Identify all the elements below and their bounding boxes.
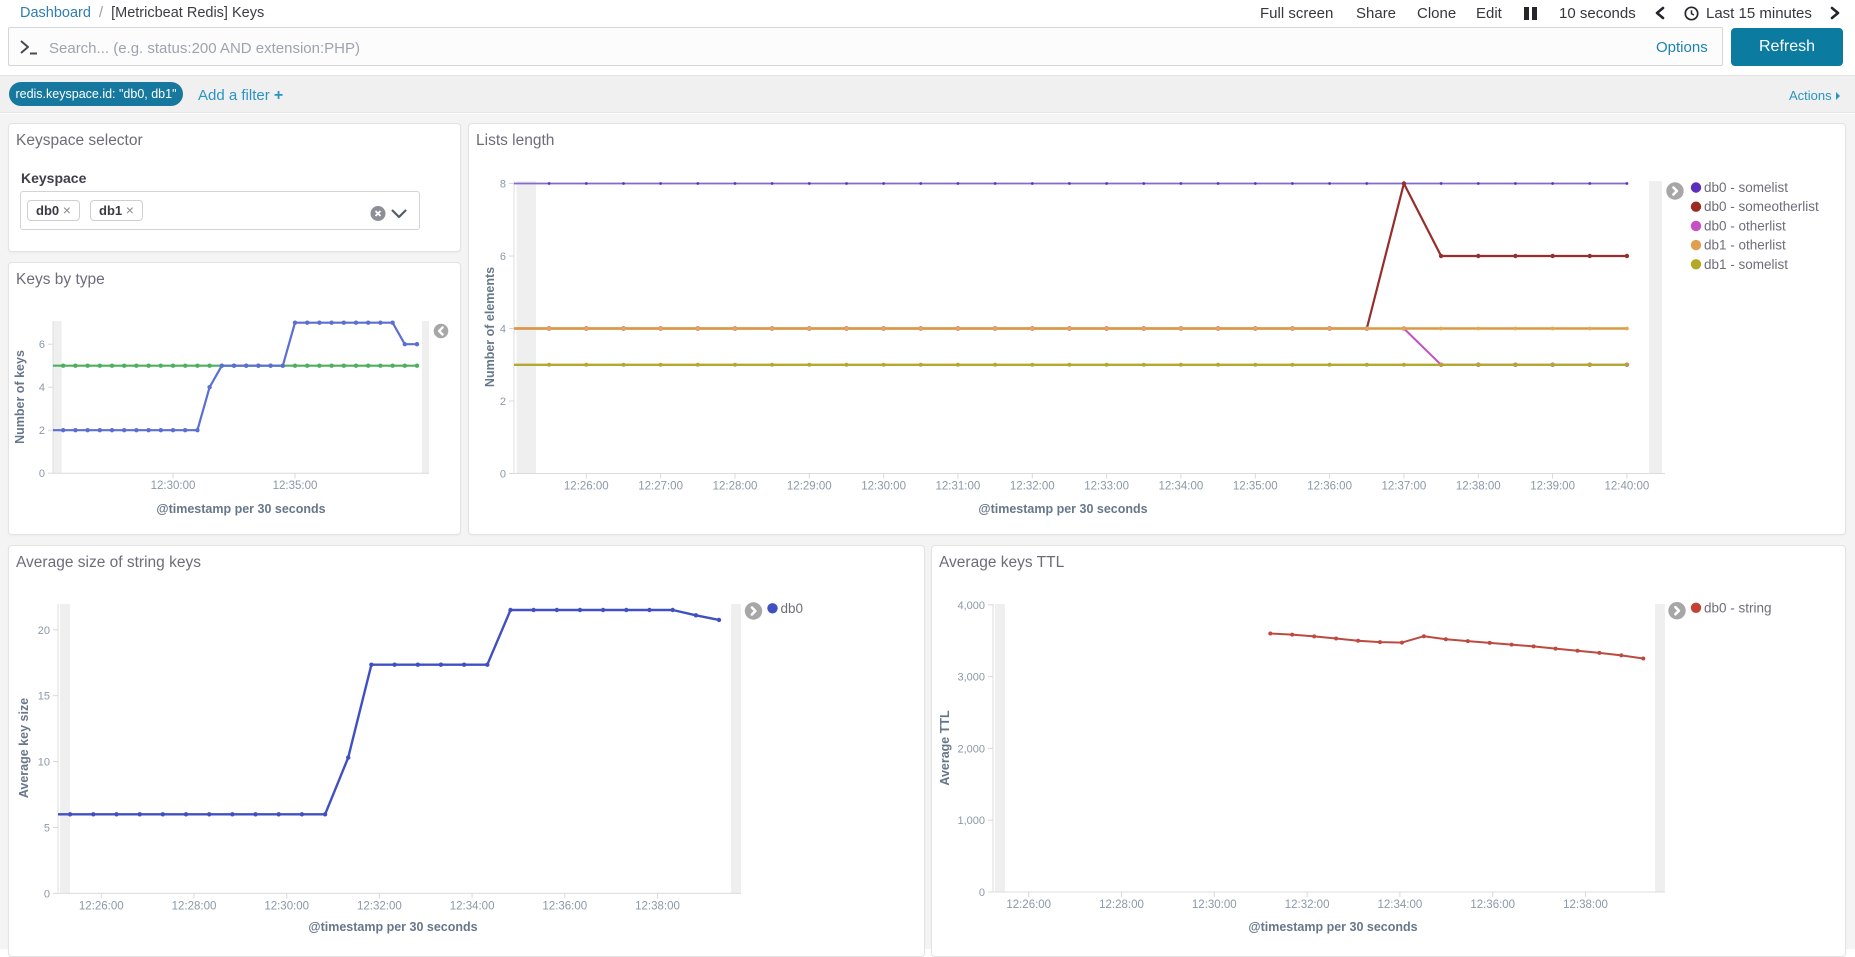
svg-text:1,000: 1,000 bbox=[957, 815, 985, 827]
svg-text:12:26:00: 12:26:00 bbox=[79, 900, 124, 912]
svg-text:12:38:00: 12:38:00 bbox=[1456, 481, 1501, 493]
svg-text:2: 2 bbox=[500, 396, 506, 408]
svg-text:@timestamp per 30 seconds: @timestamp per 30 seconds bbox=[1248, 920, 1417, 934]
svg-text:db0 - otherlist: db0 - otherlist bbox=[1704, 218, 1786, 233]
svg-text:db1 - somelist: db1 - somelist bbox=[1704, 257, 1788, 272]
svg-text:12:36:00: 12:36:00 bbox=[542, 900, 587, 912]
svg-text:@timestamp per 30 seconds: @timestamp per 30 seconds bbox=[308, 920, 477, 934]
svg-text:12:32:00: 12:32:00 bbox=[1285, 899, 1330, 911]
svg-text:12:39:00: 12:39:00 bbox=[1530, 481, 1575, 493]
svg-text:20: 20 bbox=[38, 625, 50, 637]
svg-text:@timestamp per 30 seconds: @timestamp per 30 seconds bbox=[978, 502, 1147, 516]
svg-text:3,000: 3,000 bbox=[957, 672, 985, 684]
svg-text:4,000: 4,000 bbox=[957, 600, 985, 612]
svg-text:Average TTL: Average TTL bbox=[938, 710, 952, 786]
svg-text:db0 - somelist: db0 - somelist bbox=[1704, 180, 1788, 195]
svg-text:12:38:00: 12:38:00 bbox=[1563, 899, 1608, 911]
svg-text:8: 8 bbox=[500, 179, 506, 191]
svg-text:12:34:00: 12:34:00 bbox=[1378, 899, 1423, 911]
svg-text:@timestamp per 30 seconds: @timestamp per 30 seconds bbox=[156, 502, 325, 516]
svg-text:12:36:00: 12:36:00 bbox=[1470, 899, 1515, 911]
svg-text:db0 - string: db0 - string bbox=[1704, 600, 1772, 615]
svg-text:12:30:00: 12:30:00 bbox=[151, 480, 196, 492]
svg-text:12:28:00: 12:28:00 bbox=[172, 900, 217, 912]
svg-text:12:34:00: 12:34:00 bbox=[1159, 481, 1204, 493]
svg-text:0: 0 bbox=[44, 888, 50, 900]
svg-text:2: 2 bbox=[39, 425, 45, 437]
svg-text:12:30:00: 12:30:00 bbox=[861, 481, 906, 493]
svg-text:db1 - otherlist: db1 - otherlist bbox=[1704, 238, 1786, 253]
svg-text:12:30:00: 12:30:00 bbox=[264, 900, 309, 912]
svg-text:12:32:00: 12:32:00 bbox=[1010, 481, 1055, 493]
svg-text:0: 0 bbox=[500, 469, 506, 481]
svg-text:12:28:00: 12:28:00 bbox=[713, 481, 758, 493]
svg-text:12:34:00: 12:34:00 bbox=[450, 900, 495, 912]
svg-text:5: 5 bbox=[44, 823, 50, 835]
svg-text:4: 4 bbox=[39, 382, 45, 394]
svg-text:6: 6 bbox=[500, 251, 506, 263]
svg-text:12:35:00: 12:35:00 bbox=[273, 480, 318, 492]
svg-text:12:31:00: 12:31:00 bbox=[936, 481, 981, 493]
svg-text:12:40:00: 12:40:00 bbox=[1605, 481, 1650, 493]
svg-text:12:28:00: 12:28:00 bbox=[1099, 899, 1144, 911]
svg-text:12:26:00: 12:26:00 bbox=[564, 481, 609, 493]
svg-text:12:29:00: 12:29:00 bbox=[787, 481, 832, 493]
svg-text:Number of elements: Number of elements bbox=[483, 267, 497, 387]
svg-text:12:33:00: 12:33:00 bbox=[1084, 481, 1129, 493]
svg-text:12:27:00: 12:27:00 bbox=[638, 481, 683, 493]
svg-text:12:37:00: 12:37:00 bbox=[1382, 481, 1427, 493]
svg-text:12:30:00: 12:30:00 bbox=[1192, 899, 1237, 911]
svg-text:12:32:00: 12:32:00 bbox=[357, 900, 402, 912]
svg-text:0: 0 bbox=[979, 887, 985, 899]
svg-text:12:26:00: 12:26:00 bbox=[1006, 899, 1051, 911]
svg-text:db0: db0 bbox=[781, 601, 804, 616]
svg-text:10: 10 bbox=[38, 757, 50, 769]
svg-text:15: 15 bbox=[38, 691, 50, 703]
svg-text:Average key size: Average key size bbox=[17, 698, 31, 798]
svg-text:0: 0 bbox=[39, 468, 45, 480]
svg-text:12:36:00: 12:36:00 bbox=[1307, 481, 1352, 493]
svg-text:4: 4 bbox=[500, 324, 506, 336]
svg-text:12:35:00: 12:35:00 bbox=[1233, 481, 1278, 493]
svg-text:6: 6 bbox=[39, 339, 45, 351]
svg-text:12:38:00: 12:38:00 bbox=[635, 900, 680, 912]
svg-text:Number of keys: Number of keys bbox=[13, 350, 27, 444]
svg-text:2,000: 2,000 bbox=[957, 743, 985, 755]
svg-text:db0 - someotherlist: db0 - someotherlist bbox=[1704, 199, 1819, 214]
